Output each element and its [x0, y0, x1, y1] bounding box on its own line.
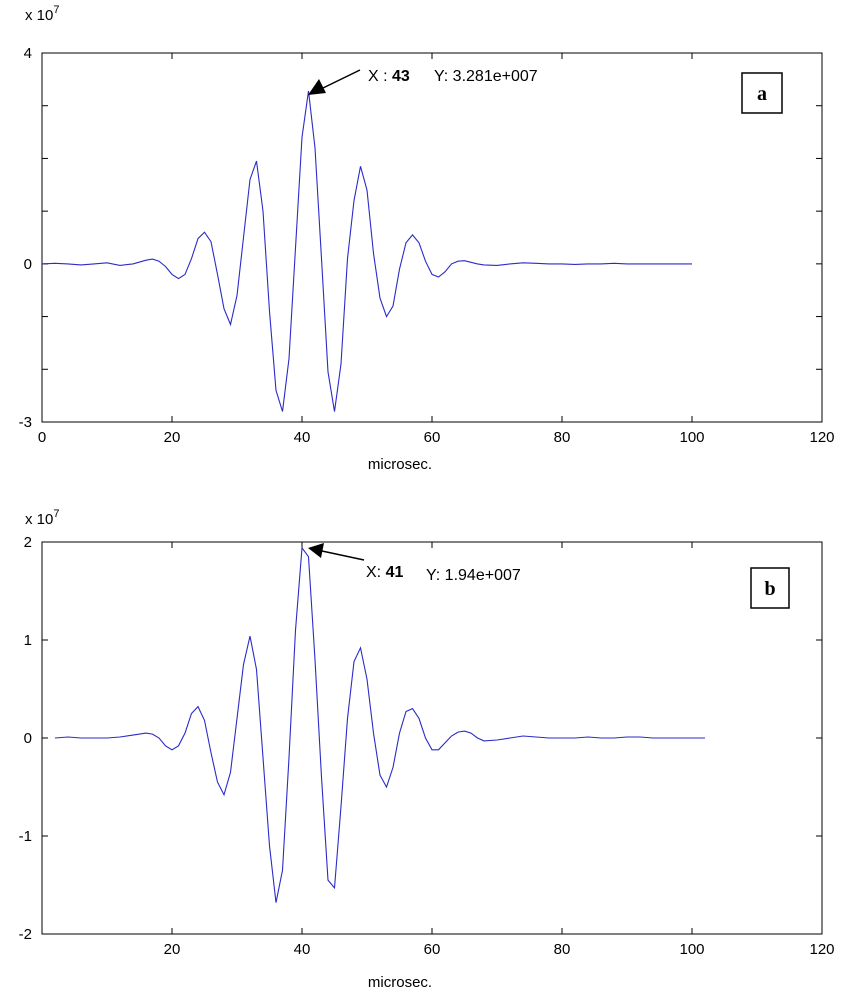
signal-line [41, 90, 692, 412]
panel-a: x 107 0 20 40 60 80 100 120 -3 0 4 microsec. X :… [19, 4, 835, 473]
scale-factor-label: x 107 [25, 4, 59, 24]
x-tick-labels: 0 20 40 60 80 100 120 [38, 429, 835, 446]
x-axis-label: microsec. [368, 456, 432, 473]
y-tick-label: -1 [19, 828, 32, 845]
y-tick-label: 2 [24, 534, 32, 551]
plot-frame [41, 52, 823, 423]
x-tick-label: 120 [809, 941, 834, 958]
panel-letter: a [757, 83, 767, 105]
annotation-arrow-shaft [321, 550, 365, 561]
x-tick-label: 20 [164, 941, 181, 958]
tick-marks [41, 52, 823, 423]
peak-annotation: X: 41 Y: 1.94e+007 [308, 543, 521, 584]
y-tick-label: -2 [19, 926, 32, 943]
panel-label-box: a [741, 72, 783, 114]
tick-marks [42, 541, 823, 935]
peak-annotation: X : 43 Y: 3.281e+007 [308, 68, 538, 95]
annotation-arrow-shaft [322, 69, 361, 89]
x-tick-label: 100 [679, 941, 704, 958]
annotation-y-readout: Y: 1.94e+007 [426, 567, 521, 584]
x-tick-labels: 20 40 60 80 100 120 [164, 941, 835, 958]
annotation-y-readout: Y: 3.281e+007 [434, 68, 538, 85]
y-tick-label: 0 [24, 730, 32, 747]
panel-b: x 107 20 40 60 80 100 120 -2 -1 0 1 2 microsec. X… [19, 508, 835, 991]
x-axis-label: microsec. [368, 974, 432, 991]
y-tick-label: 1 [24, 632, 32, 649]
x-tick-label: 40 [294, 429, 311, 446]
y-tick-labels: -2 -1 0 1 2 [19, 534, 32, 943]
x-tick-label: 80 [554, 429, 571, 446]
x-tick-label: 80 [554, 941, 571, 958]
x-tick-label: 0 [38, 429, 46, 446]
x-tick-label: 40 [294, 941, 311, 958]
annotation-x-readout: X : 43 [368, 68, 410, 85]
x-tick-label: 60 [424, 941, 441, 958]
scale-factor-label: x 107 [25, 508, 59, 528]
y-tick-label: 0 [24, 256, 32, 273]
y-tick-label: -3 [19, 414, 32, 431]
panel-label-box: b [750, 567, 790, 609]
y-tick-labels: -3 0 4 [19, 45, 32, 431]
x-tick-label: 100 [679, 429, 704, 446]
x-tick-label: 20 [164, 429, 181, 446]
annotation-arrow-head [308, 543, 324, 558]
x-tick-label: 60 [424, 429, 441, 446]
signal-line [54, 546, 705, 903]
y-tick-label: 4 [24, 45, 32, 62]
annotation-x-readout: X: 41 [366, 564, 403, 581]
panel-letter: b [764, 578, 775, 600]
x-tick-label: 120 [809, 429, 834, 446]
annotation-arrow-head [308, 79, 326, 95]
